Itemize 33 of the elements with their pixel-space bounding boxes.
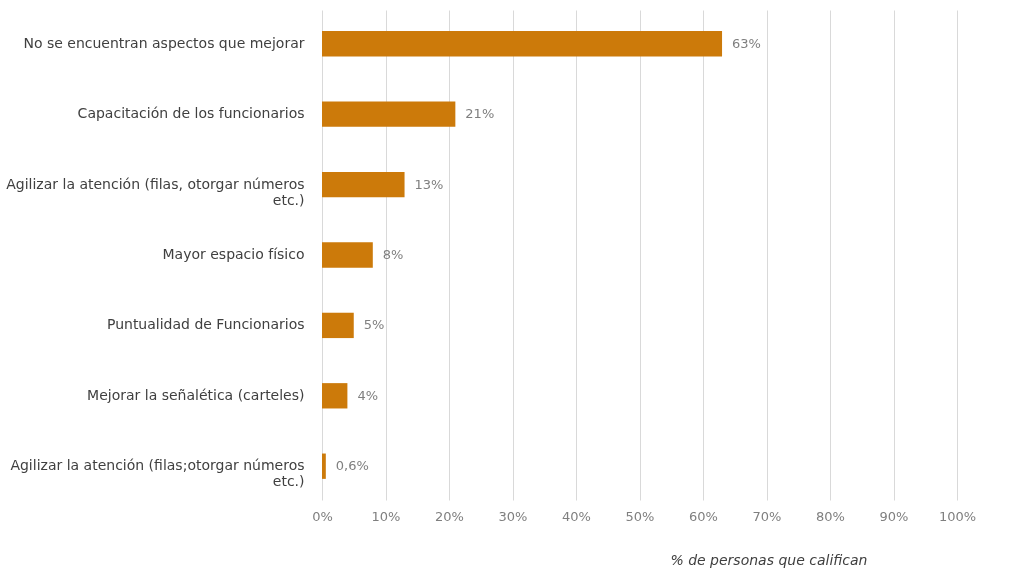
- bar: [322, 31, 723, 57]
- y-tick-label: Mejorar la señalética (carteles): [87, 386, 305, 403]
- x-tick-label: 30%: [498, 508, 528, 524]
- y-tick-label: Puntualidad de Funcionarios: [106, 316, 305, 333]
- data-label: 0,6%: [335, 458, 369, 474]
- x-tick-label: 100%: [938, 508, 977, 524]
- x-tick-label: 0%: [312, 508, 333, 524]
- y-tick-label: No se encuentran aspectos que mejorar: [23, 34, 305, 51]
- data-label: 13%: [414, 176, 444, 192]
- bar: [322, 171, 405, 198]
- y-tick-label: Agilizar la atención (filas, otorgar números etc.): [6, 175, 305, 208]
- data-label: 63%: [732, 35, 761, 51]
- x-tick-label: 70%: [752, 508, 782, 524]
- y-tick-label: Agilizar la atención (filas;otorgar números etc.): [10, 457, 305, 490]
- data-label: 4%: [357, 387, 379, 403]
- x-axis-title: % de personas que califican: [670, 551, 868, 568]
- y-tick-label: Mayor espacio físico: [162, 246, 305, 262]
- bar: [322, 453, 326, 479]
- y-tick-label: Capacitación de los funcionarios: [77, 105, 305, 122]
- x-tick-label: 40%: [562, 508, 591, 524]
- data-label: 8%: [382, 247, 404, 262]
- bar: [322, 383, 348, 409]
- bar: [322, 101, 456, 127]
- x-tick-label: 50%: [625, 508, 655, 524]
- bar: [322, 242, 373, 268]
- bar: [322, 312, 354, 339]
- data-label: 21%: [465, 106, 495, 122]
- x-tick-label: 10%: [371, 508, 401, 524]
- x-tick-label: 60%: [689, 508, 718, 524]
- x-tick-label: 20%: [435, 508, 464, 524]
- x-tick-label: 80%: [816, 508, 845, 524]
- data-label: 5%: [363, 317, 385, 333]
- x-tick-label: 90%: [879, 508, 909, 524]
